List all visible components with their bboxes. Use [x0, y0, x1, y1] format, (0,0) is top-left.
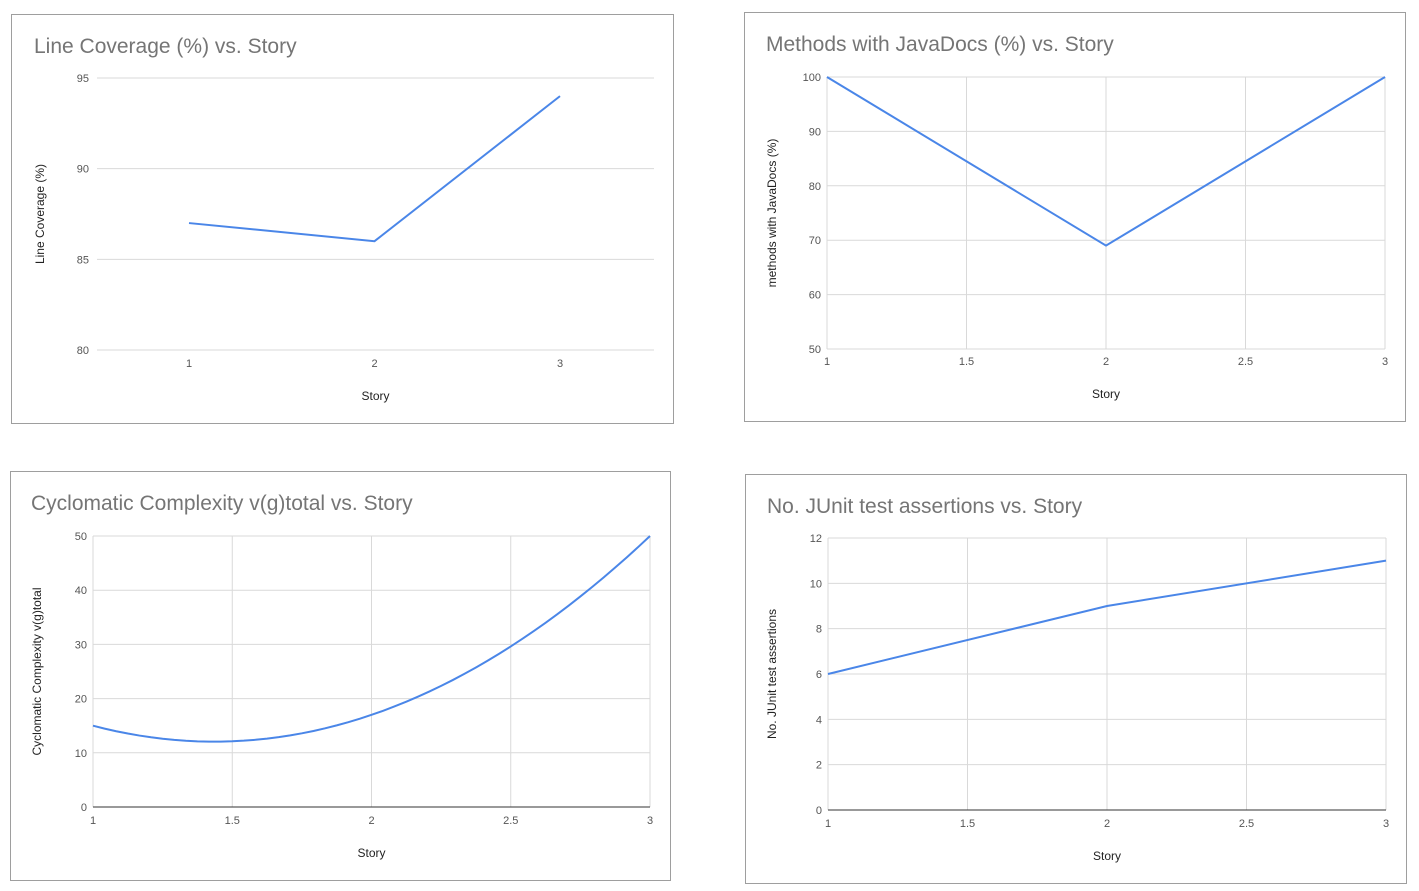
y-axis-title: Line Coverage (%) — [33, 164, 47, 264]
junit-assertions-chart-svg: No. JUnit test assertions vs. Story 0 2 4 6… — [765, 495, 1389, 863]
x-tick-label: 2 — [371, 358, 377, 370]
y-tick-label: 0 — [81, 802, 87, 814]
cyclomatic-complexity-chart: Cyclomatic Complexity v(g)total vs. Stor… — [10, 471, 671, 881]
y-tick-label: 95 — [77, 73, 89, 85]
x-tick-label: 1.5 — [960, 818, 975, 830]
chart-title: Line Coverage (%) vs. Story — [34, 35, 297, 58]
x-tick-label: 3 — [647, 815, 653, 827]
x-tick-label: 3 — [1382, 356, 1388, 368]
x-axis-title: Story — [357, 846, 385, 860]
x-axis-title: Story — [361, 389, 389, 403]
x-axis-title: Story — [1092, 387, 1120, 401]
line-coverage-chart: Line Coverage (%) vs. Story 80 85 90 95 1 2 3 S… — [11, 14, 674, 424]
x-tick-label: 2 — [368, 815, 374, 827]
series-line — [826, 76, 1386, 247]
y-tick-label: 0 — [816, 805, 822, 817]
y-tick-label: 100 — [803, 72, 821, 84]
y-tick-label: 80 — [809, 181, 821, 193]
chart-title: Cyclomatic Complexity v(g)total vs. Stor… — [31, 492, 413, 515]
y-tick-label: 70 — [809, 235, 821, 247]
x-tick-label: 2 — [1103, 356, 1109, 368]
x-tick-label: 2.5 — [503, 815, 518, 827]
cyclomatic-complexity-chart-svg: Cyclomatic Complexity v(g)total vs. Stor… — [30, 492, 653, 860]
chart-title: Methods with JavaDocs (%) vs. Story — [766, 33, 1114, 56]
y-tick-label: 30 — [75, 639, 87, 651]
x-tick-label: 3 — [557, 358, 563, 370]
y-tick-label: 12 — [810, 533, 822, 545]
y-tick-label: 4 — [816, 714, 822, 726]
x-axis-title: Story — [1093, 849, 1121, 863]
x-tick-label: 1 — [824, 356, 830, 368]
x-tick-label: 1 — [90, 815, 96, 827]
chart-title: No. JUnit test assertions vs. Story — [767, 495, 1083, 518]
y-tick-label: 40 — [75, 585, 87, 597]
y-tick-label: 10 — [75, 748, 87, 760]
x-tick-label: 1.5 — [959, 356, 974, 368]
y-tick-label: 10 — [810, 578, 822, 590]
y-tick-label: 85 — [77, 254, 89, 266]
x-tick-label: 1 — [825, 818, 831, 830]
javadocs-chart-svg: Methods with JavaDocs (%) vs. Story 50 60… — [765, 33, 1388, 401]
y-axis-title: Cyclomatic Complexity v(g)total — [30, 587, 44, 755]
x-tick-label: 1.5 — [225, 815, 240, 827]
y-tick-label: 60 — [809, 290, 821, 302]
x-tick-label: 1 — [186, 358, 192, 370]
javadocs-chart: Methods with JavaDocs (%) vs. Story 50 60… — [744, 12, 1406, 422]
y-tick-label: 20 — [75, 694, 87, 706]
series-line — [827, 559, 1387, 675]
y-axis-title: methods with JavaDocs (%) — [765, 139, 779, 288]
y-tick-label: 2 — [816, 760, 822, 772]
x-tick-label: 3 — [1383, 818, 1389, 830]
y-tick-label: 6 — [816, 669, 822, 681]
y-tick-label: 90 — [809, 126, 821, 138]
x-tick-label: 2 — [1104, 818, 1110, 830]
y-tick-label: 8 — [816, 624, 822, 636]
y-tick-label: 80 — [77, 345, 89, 357]
y-tick-label: 50 — [809, 344, 821, 356]
series-line — [188, 95, 561, 243]
y-tick-label: 50 — [75, 531, 87, 543]
line-coverage-chart-svg: Line Coverage (%) vs. Story 80 85 90 95 1 2 3 S… — [33, 35, 654, 403]
y-axis-title: No. JUnit test assertions — [765, 609, 779, 739]
y-tick-label: 90 — [77, 164, 89, 176]
series-line — [92, 535, 651, 743]
x-tick-label: 2.5 — [1238, 356, 1253, 368]
x-tick-label: 2.5 — [1239, 818, 1254, 830]
junit-assertions-chart: No. JUnit test assertions vs. Story 0 2 4 6… — [745, 474, 1407, 884]
